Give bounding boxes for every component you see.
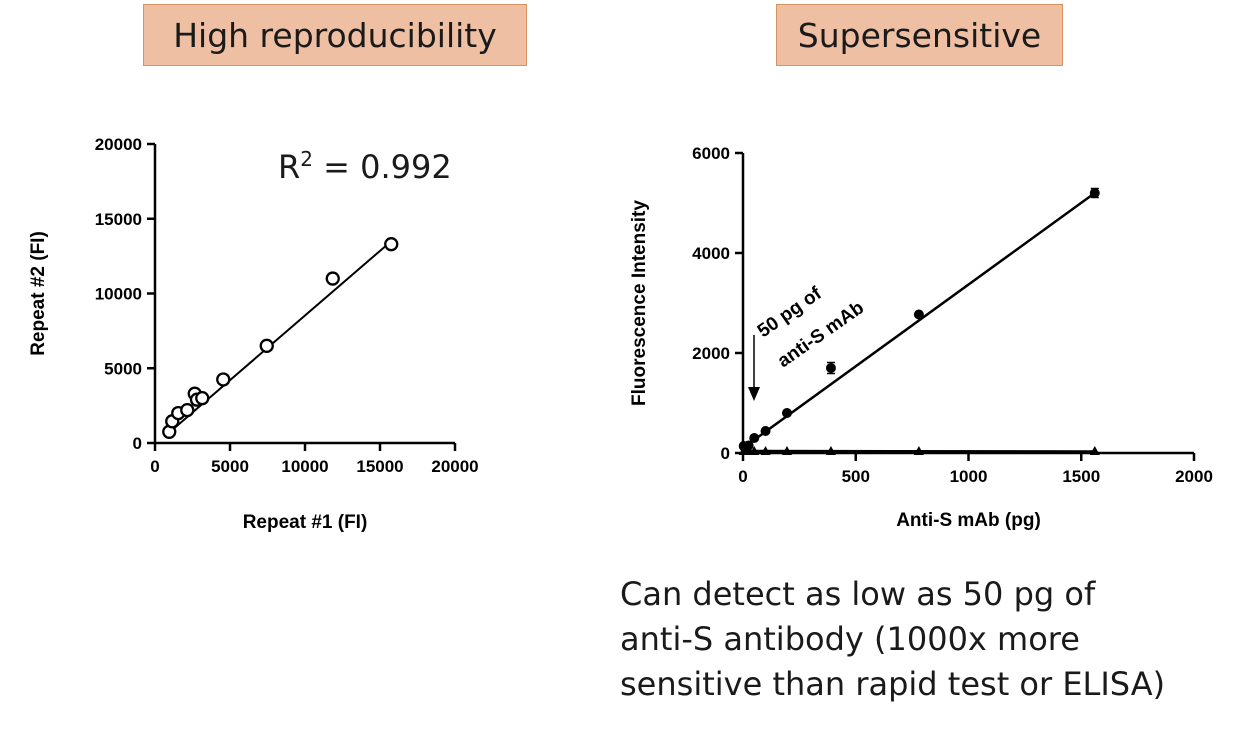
data-point: [760, 426, 771, 436]
data-point: [825, 363, 836, 373]
title-supersensitive: Supersensitive: [776, 4, 1063, 66]
y-tick-label: 20000: [95, 135, 142, 154]
data-point: [384, 237, 399, 252]
y-axis-label: Repeat #2 (FI): [28, 231, 49, 356]
x-tick-label: 15000: [356, 457, 403, 476]
caption: Can detect as low as 50 pg of anti-S ant…: [620, 572, 1220, 707]
data-point: [325, 271, 340, 286]
y-axis-label: Fluorescence Intensity: [629, 200, 650, 406]
x-tick-label: 0: [738, 467, 747, 486]
x-tick-label: 1000: [950, 467, 988, 486]
x-tick-label: 10000: [281, 457, 328, 476]
x-axis-label: Repeat #1 (FI): [243, 512, 368, 533]
y-tick-label: 0: [133, 434, 142, 453]
data-point-triangle: [781, 446, 792, 455]
x-tick-label: 1500: [1062, 467, 1100, 486]
data-point: [1089, 188, 1100, 198]
x-tick-label: 20000: [431, 457, 478, 476]
data-point-triangle: [913, 446, 924, 455]
y-tick-label: 10000: [95, 285, 142, 304]
data-point-triangle: [749, 446, 760, 455]
data-point-triangle: [1089, 446, 1100, 455]
data-point: [749, 433, 760, 443]
data-point: [180, 402, 195, 418]
y-tick-label: 0: [721, 444, 730, 463]
title-high-reproducibility: High reproducibility: [143, 4, 527, 66]
annotation-arrow-head: [748, 387, 760, 401]
data-point: [781, 408, 792, 418]
x-tick-label: 2000: [1175, 467, 1213, 486]
sensitivity-chart: 0 500 1000 1500 2000 0 2000 4000 6000 Anti-S mAb …: [629, 144, 1213, 531]
y-tick-label: 2000: [692, 344, 730, 363]
caption-line-1: Can detect as low as 50 pg of: [620, 575, 1096, 613]
reproducibility-chart: 0 5000 10000 15000 20000 0 5000 10000 15000 20000…: [28, 135, 479, 533]
data-point: [913, 309, 924, 320]
y-tick-label: 6000: [692, 144, 730, 163]
data-point: [216, 372, 231, 387]
caption-line-3: sensitive than rapid test or ELISA): [620, 665, 1166, 703]
x-tick-label: 500: [842, 467, 870, 486]
caption-line-2: anti-S antibody (1000x more: [620, 620, 1080, 658]
y-tick-label: 15000: [95, 210, 142, 229]
r-squared-annotation: R2 = 0.992: [278, 147, 452, 186]
data-point: [195, 390, 210, 406]
x-axis-label: Anti-S mAb (pg): [896, 510, 1041, 531]
data-point: [259, 338, 274, 353]
y-tick-label: 5000: [104, 359, 142, 378]
fit-line-series-1: [742, 191, 1096, 450]
data-point-triangle: [760, 446, 771, 455]
x-tick-label: 0: [150, 457, 159, 476]
y-tick-label: 4000: [692, 244, 730, 263]
data-point-triangle: [825, 446, 836, 455]
x-tick-label: 5000: [211, 457, 249, 476]
